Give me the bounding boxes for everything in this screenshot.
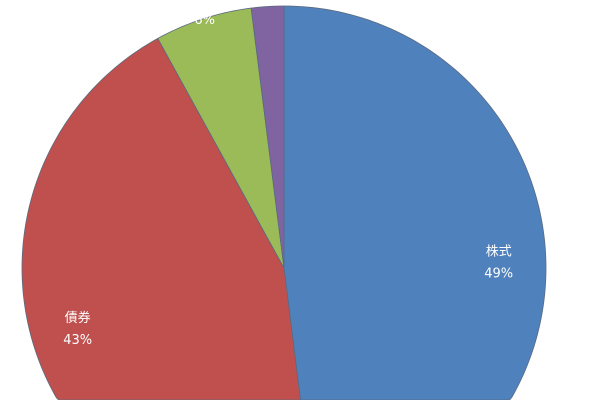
- pie-slice: [21, 37, 301, 400]
- slice-percent-label: 6%: [194, 13, 215, 28]
- pie-slice: [283, 5, 547, 400]
- slice-percent-label: 49%: [484, 266, 513, 281]
- slice-percent-label: 43%: [63, 333, 92, 348]
- slice-category-label: 債券: [65, 310, 91, 326]
- pie-slice: [250, 5, 285, 269]
- slice-category-label: 株式: [486, 244, 512, 259]
- pie-slice: [157, 7, 285, 269]
